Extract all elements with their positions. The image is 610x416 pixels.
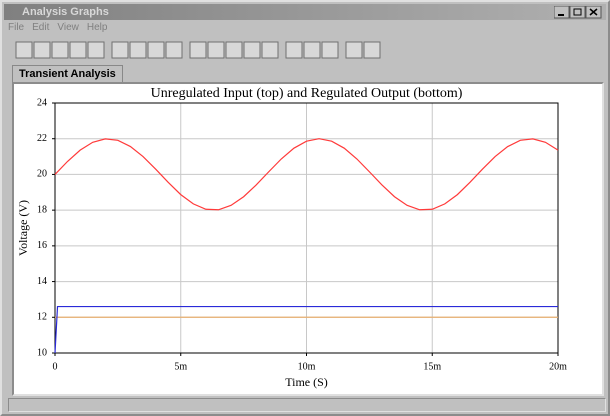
title-bar: Analysis Graphs bbox=[4, 4, 606, 20]
menu-item[interactable]: Help bbox=[86, 22, 108, 33]
y-tick-label: 12 bbox=[37, 312, 47, 323]
y-tick-label: 22 bbox=[37, 133, 47, 144]
plot-frame bbox=[54, 102, 559, 354]
menu-item[interactable]: Edit bbox=[32, 22, 50, 33]
y-tick-label: 24 bbox=[37, 97, 47, 108]
x-tick-label: 20m bbox=[549, 361, 567, 372]
y-tick-label: 20 bbox=[37, 169, 47, 180]
y-tick-label: 10 bbox=[37, 347, 47, 358]
y-axis-label: Voltage (V) bbox=[16, 200, 30, 256]
x-tick-label: 15m bbox=[423, 361, 441, 372]
tab[interactable]: Transient Analysis bbox=[12, 65, 123, 82]
menu-item[interactable]: File bbox=[8, 22, 25, 33]
menu-bar: File Edit View Help bbox=[8, 22, 115, 33]
x-tick-label: 10m bbox=[298, 361, 316, 372]
y-tick-label: 14 bbox=[37, 276, 47, 287]
status-bar bbox=[8, 398, 606, 412]
series-line bbox=[54, 305, 558, 354]
chart: Unregulated Input (top) and Regulated Ou… bbox=[16, 86, 567, 389]
x-axis-label: Time (S) bbox=[285, 375, 328, 389]
menu-item[interactable]: View bbox=[57, 22, 79, 33]
chart-title: Unregulated Input (top) and Regulated Ou… bbox=[151, 86, 463, 101]
tab-label: Transient Analysis bbox=[19, 68, 116, 80]
y-tick-label: 18 bbox=[37, 204, 47, 215]
window-buttons[interactable] bbox=[554, 6, 602, 19]
chart-panel: Unregulated Input (top) and Regulated Ou… bbox=[12, 82, 604, 396]
window-title: Analysis Graphs bbox=[22, 6, 109, 18]
x-tick-label: 5m bbox=[174, 361, 187, 372]
x-tick-label: 0 bbox=[53, 361, 58, 372]
series-line bbox=[54, 138, 559, 211]
y-tick-label: 16 bbox=[37, 240, 47, 251]
toolbar bbox=[15, 41, 381, 59]
